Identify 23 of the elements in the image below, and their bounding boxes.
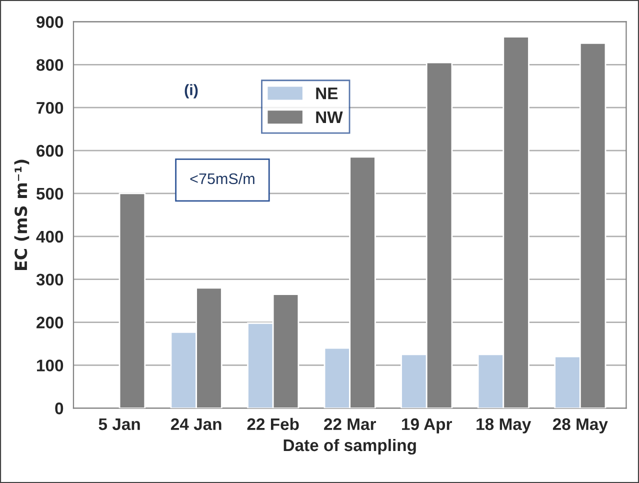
y-tick-label: 900 (36, 16, 64, 28)
y-tick-label: 0 (55, 402, 64, 414)
y-tick-label: 300 (36, 274, 64, 286)
legend-label: NW (316, 112, 343, 123)
x-tick-label: 18 May (476, 418, 532, 434)
y-tick-label: 100 (37, 360, 64, 372)
x-tick-label: 19 Apr (402, 418, 452, 434)
legend-label: NE (316, 88, 338, 100)
annotation: (i) (184, 84, 198, 98)
y-tick-label: 700 (36, 102, 64, 114)
y-tick-label: 600 (36, 144, 64, 157)
y-tick-label: 800 (36, 59, 64, 71)
x-tick-label: 5 Jan (98, 418, 140, 430)
x-tick-label: 24 Jan (170, 418, 222, 430)
x-axis-title: Date of sampling (284, 438, 416, 455)
x-tick-label: 22 Feb (247, 418, 299, 430)
y-axis-title: EC (mS m⁻¹) (14, 160, 30, 270)
x-tick-label: 22 Mar (324, 418, 376, 430)
annotation: <75mS/m (190, 172, 254, 184)
y-tick-label: 200 (36, 316, 64, 328)
y-tick-label: 400 (36, 230, 64, 243)
y-tick-label: 500 (36, 188, 64, 200)
x-tick-label: 28 May (552, 418, 608, 434)
